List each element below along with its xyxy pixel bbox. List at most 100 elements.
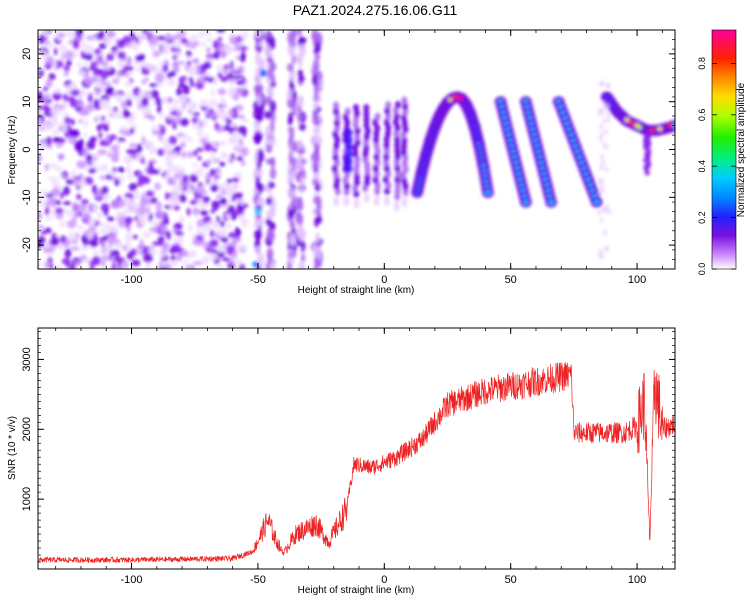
spectrogram-cell: [134, 189, 140, 200]
spectrogram-cell: [241, 203, 249, 209]
spectrogram-cell: [291, 108, 297, 116]
spectrogram-cell: [86, 154, 93, 162]
spectrogram-cell: [68, 39, 74, 45]
spectrogram-cell: [649, 128, 655, 133]
spectrogram-cell: [59, 220, 66, 228]
spectrogram-cell: [298, 123, 306, 131]
spectrogram-cell: [83, 132, 88, 138]
spectrogram-cell: [332, 153, 339, 162]
spectrogram-cell: [187, 103, 197, 108]
spectrogram-cell: [313, 170, 319, 181]
spectrogram-cell: [38, 210, 43, 221]
spectrogram-cell: [314, 53, 321, 61]
spectrogram-cell: [161, 96, 169, 105]
spectrogram-cell: [144, 77, 150, 82]
spectrogram-cell: [286, 173, 294, 185]
spectrogram-cell: [161, 172, 166, 177]
spectrogram-cell: [51, 177, 60, 187]
spectrogram-cell: [233, 65, 240, 72]
spectrogram-cell: [159, 225, 168, 234]
spectrogram-cell: [602, 100, 607, 107]
spectrogram-x-tick-label: 50: [505, 274, 517, 286]
spectrogram-cell: [333, 101, 340, 110]
spectrogram-cell: [52, 237, 60, 247]
spectrogram-cell: [38, 36, 45, 45]
spectrogram-cell: [101, 260, 106, 268]
spectrogram-cell: [80, 50, 85, 60]
spectrogram-cell: [59, 138, 66, 144]
spectrogram-cell: [156, 148, 165, 156]
spectrogram-cell: [148, 212, 153, 222]
spectrogram-cell: [225, 257, 230, 263]
spectrogram-cell: [92, 184, 98, 195]
spectrogram-cell: [241, 30, 248, 40]
spectrogram-cell: [170, 259, 178, 267]
spectrogram-cell: [177, 83, 187, 88]
spectrogram-cell: [102, 196, 108, 202]
spectrogram-cell: [657, 126, 663, 132]
spectrogram-cell: [83, 147, 89, 158]
spectrogram-cell: [231, 74, 241, 80]
spectrogram-cell: [343, 187, 350, 196]
spectrogram-cell: [241, 146, 249, 157]
spectrogram-cell: [188, 34, 198, 43]
spectrogram-cell: [110, 144, 120, 152]
spectrogram-y-label: Frequency (Hz): [7, 116, 18, 185]
spectrogram-cell: [226, 178, 232, 184]
spectrogram-cell: [178, 76, 187, 84]
spectrogram-cell: [257, 167, 263, 177]
snr-x-label: Height of straight line (km): [298, 585, 415, 596]
spectrogram-cell: [202, 196, 210, 204]
spectrogram-cell: [58, 44, 68, 53]
spectrogram-cell: [241, 220, 248, 229]
spectrogram-cell: [100, 202, 110, 213]
spectrogram-cell: [202, 217, 211, 222]
spectrogram-cell: [180, 141, 186, 148]
spectrogram-cell: [288, 163, 294, 172]
spectrogram-cell: [344, 157, 353, 166]
spectrogram-cell: [400, 142, 407, 151]
spectrogram-cell: [190, 234, 197, 239]
spectrogram-cell: [113, 106, 118, 112]
spectrogram-cell: [148, 247, 157, 256]
spectrogram-cell: [606, 82, 611, 89]
spectrogram-cell: [48, 263, 54, 269]
spectrogram-cell: [89, 265, 95, 269]
spectrogram-cell: [106, 216, 115, 222]
spectrogram-cell: [41, 123, 51, 131]
spectrogram-cell: [47, 163, 58, 169]
spectrogram-cell: [104, 223, 113, 233]
spectrogram-x-tick-label: -50: [250, 274, 266, 286]
spectrogram-cell: [104, 64, 111, 71]
spectrogram-cell: [174, 222, 183, 230]
spectrogram-cell: [363, 103, 370, 112]
spectrogram-cell: [187, 151, 194, 159]
spectrogram-cell: [599, 123, 604, 130]
spectrogram-cell: [69, 82, 76, 90]
spectrogram-cell: [199, 209, 209, 216]
spectrogram-cell: [38, 106, 44, 111]
spectrogram-cell: [78, 109, 89, 116]
spectrogram-cell: [155, 96, 160, 105]
spectrogram-cell: [53, 47, 58, 56]
spectrogram-cell: [72, 211, 79, 217]
spectrogram-cell: [265, 218, 273, 226]
spectrogram-cell: [77, 70, 87, 77]
spectrogram-cell: [38, 189, 48, 196]
spectrogram-cell: [172, 121, 177, 130]
spectrogram-cell: [98, 30, 105, 40]
spectrogram-cell: [101, 84, 106, 92]
spectrogram-cell: [65, 50, 74, 60]
spectrogram-cell: [68, 231, 77, 241]
spectrogram-cell: [217, 88, 227, 96]
spectrogram-cell: [100, 163, 109, 172]
spectrogram-cell: [56, 142, 62, 148]
spectrogram-cell: [189, 249, 198, 258]
snr-axes: -100 -50 0 50 100 1000 2000 3000: [21, 328, 675, 586]
spectrogram-cell: [88, 168, 97, 174]
spectrogram-cell: [100, 246, 110, 255]
spectrogram-cell: [194, 184, 205, 194]
spectrogram-cell: [176, 87, 183, 97]
spectrogram-cell: [91, 255, 101, 266]
spectrogram-cell: [155, 201, 162, 211]
